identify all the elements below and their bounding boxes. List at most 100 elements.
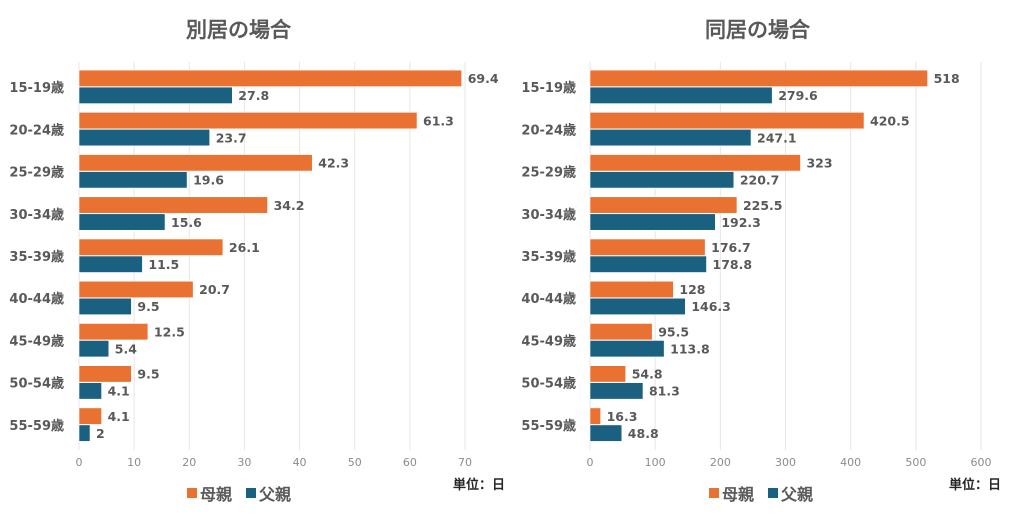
data-label: 420.5	[870, 113, 910, 128]
category-label: 25-29歳	[9, 165, 64, 181]
x-tick-label: 300	[775, 456, 796, 469]
x-tick-label: 200	[710, 456, 731, 469]
bar-mother	[589, 112, 865, 130]
x-tick-label: 70	[458, 456, 472, 469]
bar-father	[78, 340, 110, 358]
bar-mother	[589, 365, 627, 383]
x-tick-label: 50	[348, 456, 362, 469]
bar-mother	[78, 365, 132, 383]
legend-swatch-mother	[709, 488, 719, 498]
category-label: 35-39歳	[521, 249, 576, 265]
bar-mother	[589, 280, 674, 299]
bar-mother	[78, 154, 313, 172]
bar-mother	[589, 154, 801, 172]
x-tick-label: 10	[127, 456, 141, 469]
bar-father	[78, 382, 102, 400]
unit-label: 単位：日	[949, 478, 1002, 493]
data-label: 69.4	[468, 71, 499, 86]
x-tick-label: 600	[971, 456, 992, 469]
category-label: 55-59歳	[9, 418, 64, 434]
bar-father	[589, 340, 665, 358]
data-label: 4.1	[108, 409, 130, 424]
bar-father	[589, 297, 686, 316]
legend: 母親 父親	[187, 481, 301, 505]
data-label: 26.1	[229, 240, 260, 255]
data-label: 19.6	[193, 173, 224, 188]
category-label: 15-19歳	[9, 80, 64, 96]
category-label: 50-54歳	[521, 376, 576, 392]
bar-mother	[78, 69, 462, 87]
bar-mother	[78, 407, 102, 425]
category-label: 40-44歳	[9, 291, 64, 307]
category-label: 25-29歳	[521, 165, 576, 181]
bar-mother	[78, 238, 224, 256]
data-label: 5.4	[115, 341, 137, 356]
legend-item-mother: 母親	[709, 481, 754, 505]
data-label: 27.8	[238, 88, 269, 103]
data-label: 220.7	[740, 173, 780, 188]
x-tick-label: 60	[403, 456, 417, 469]
bar-father	[589, 382, 644, 400]
x-tick-label: 30	[237, 456, 251, 469]
legend-item-father: 父親	[768, 481, 813, 505]
bar-mother	[78, 280, 194, 299]
chart-title: 同居の場合	[705, 18, 810, 42]
data-label: 128	[679, 282, 705, 297]
bar-father	[589, 129, 752, 147]
bar-mother	[78, 323, 149, 341]
bar-father	[589, 255, 707, 273]
legend-swatch-father	[246, 488, 257, 498]
data-label: 42.3	[318, 156, 349, 171]
bar-mother	[589, 407, 601, 425]
category-label: 30-34歳	[521, 207, 576, 223]
category-label: 30-34歳	[9, 207, 64, 223]
data-label: 247.1	[757, 130, 797, 145]
data-label: 192.3	[721, 215, 761, 230]
data-label: 16.3	[607, 409, 638, 424]
bar-father	[78, 86, 233, 104]
x-tick-label: 0	[76, 456, 83, 469]
data-label: 81.3	[649, 384, 680, 399]
bar-father	[78, 129, 210, 147]
data-label: 518	[934, 71, 960, 86]
bar-mother	[589, 238, 706, 256]
legend-swatch-mother	[187, 488, 197, 498]
legend-label-father: 父親	[781, 485, 814, 504]
x-tick-label: 400	[840, 456, 861, 469]
legend-item-mother: 母親	[187, 481, 232, 505]
data-label: 61.3	[423, 113, 454, 128]
data-label: 15.6	[171, 215, 202, 230]
data-label: 176.7	[711, 240, 751, 255]
data-label: 34.2	[274, 198, 305, 213]
legend-label-mother: 母親	[200, 485, 233, 504]
data-label: 12.5	[154, 324, 185, 339]
x-tick-label: 100	[645, 456, 666, 469]
category-label: 45-49歳	[9, 333, 64, 349]
category-label: 20-24歳	[521, 122, 576, 138]
category-label: 50-54歳	[9, 376, 64, 392]
data-label: 146.3	[691, 299, 731, 314]
data-label: 54.8	[632, 367, 663, 382]
bar-father	[589, 424, 623, 442]
data-label: 225.5	[743, 198, 783, 213]
category-label: 45-49歳	[521, 333, 576, 349]
data-label: 20.7	[199, 282, 230, 297]
bar-mother	[78, 196, 268, 214]
chart-separate: 別居の場合 0 10 20 30 40 50 60 70 15-19歳 69.4 27.8 20-24…	[9, 18, 505, 505]
bar-father	[78, 255, 143, 273]
data-label: 48.8	[628, 426, 659, 441]
bar-father	[589, 86, 773, 104]
x-tick-label: 40	[293, 456, 307, 469]
bar-father	[589, 213, 716, 231]
bar-mother	[589, 69, 928, 87]
data-label: 279.6	[778, 88, 818, 103]
category-label: 15-19歳	[521, 80, 576, 96]
chart-plot: 0 100 200 300 400 500 600 15-19歳 518 279.6 20-24歳 4…	[521, 62, 992, 469]
data-label: 4.1	[108, 384, 130, 399]
legend-swatch-father	[768, 488, 779, 498]
data-label: 178.8	[713, 257, 753, 272]
legend-label-mother: 母親	[722, 485, 755, 504]
data-label: 23.7	[216, 130, 247, 145]
data-label: 95.5	[658, 324, 689, 339]
bar-father	[589, 171, 735, 189]
